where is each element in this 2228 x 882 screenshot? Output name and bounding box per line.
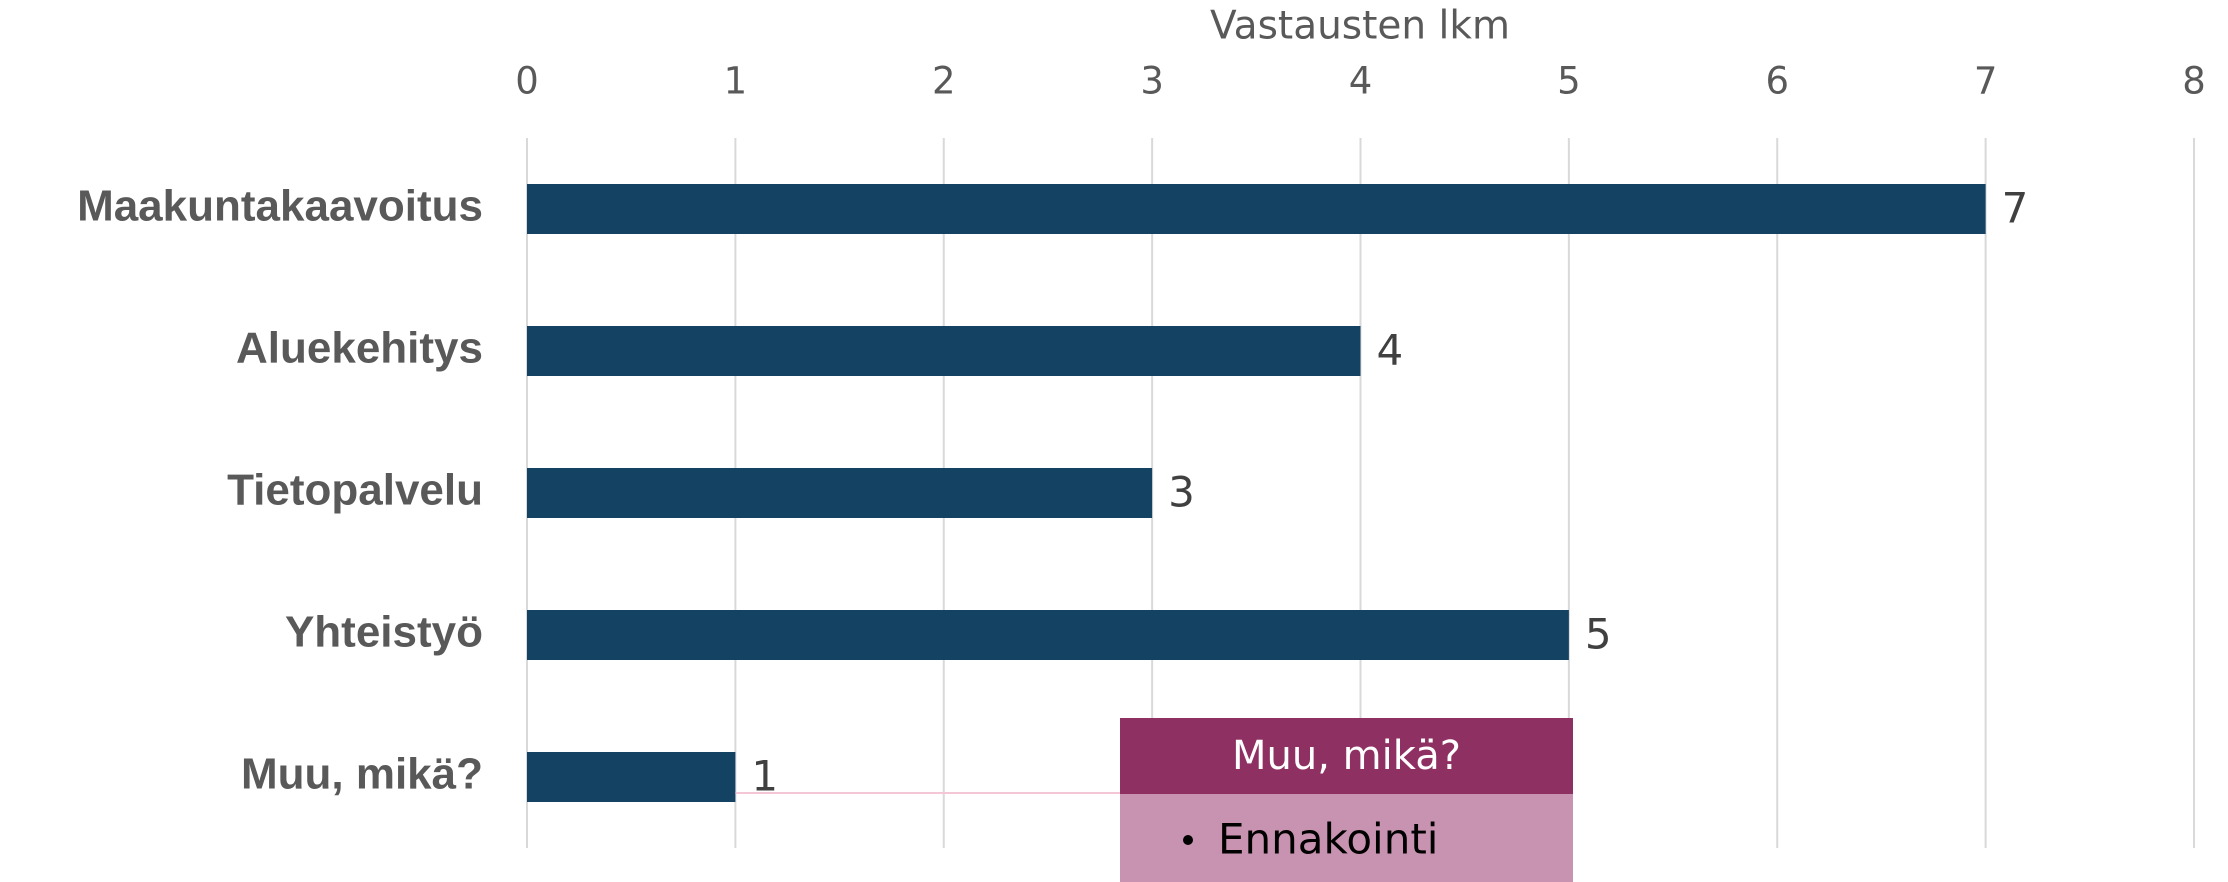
bullet <box>1183 835 1193 845</box>
x-axis-title: Vastausten lkm <box>1210 4 1510 49</box>
category-label: Yhteistyö <box>285 608 483 657</box>
data-label: 5 <box>1585 610 1612 659</box>
x-tick-label: 2 <box>932 60 956 103</box>
category-label: Maakuntakaavoitus <box>77 182 483 231</box>
x-tick-label: 6 <box>1765 60 1789 103</box>
callout-header <box>1120 718 1573 794</box>
callout-item: Ennakointi <box>1218 815 1438 864</box>
data-label: 4 <box>1377 326 1404 375</box>
x-tick-label: 3 <box>1140 60 1164 103</box>
bar <box>527 610 1569 660</box>
bar <box>527 468 1153 518</box>
x-tick-label: 1 <box>724 60 748 103</box>
x-tick-label: 5 <box>1557 60 1581 103</box>
bar <box>527 184 1986 234</box>
data-label: 3 <box>1168 468 1195 517</box>
bar <box>527 326 1361 376</box>
x-tick-label: 8 <box>2182 60 2206 103</box>
bar <box>527 752 736 802</box>
category-label: Muu, mikä? <box>241 750 483 799</box>
x-tick-label: 7 <box>1974 60 1998 103</box>
x-tick-label: 4 <box>1349 60 1373 103</box>
x-tick-label: 0 <box>515 60 539 103</box>
callout-title: Muu, mikä? <box>1232 733 1461 779</box>
category-label: Tietopalvelu <box>227 466 483 515</box>
callout-body <box>1120 794 1573 882</box>
category-label: Aluekehitys <box>236 324 483 373</box>
data-label: 7 <box>2002 184 2029 233</box>
